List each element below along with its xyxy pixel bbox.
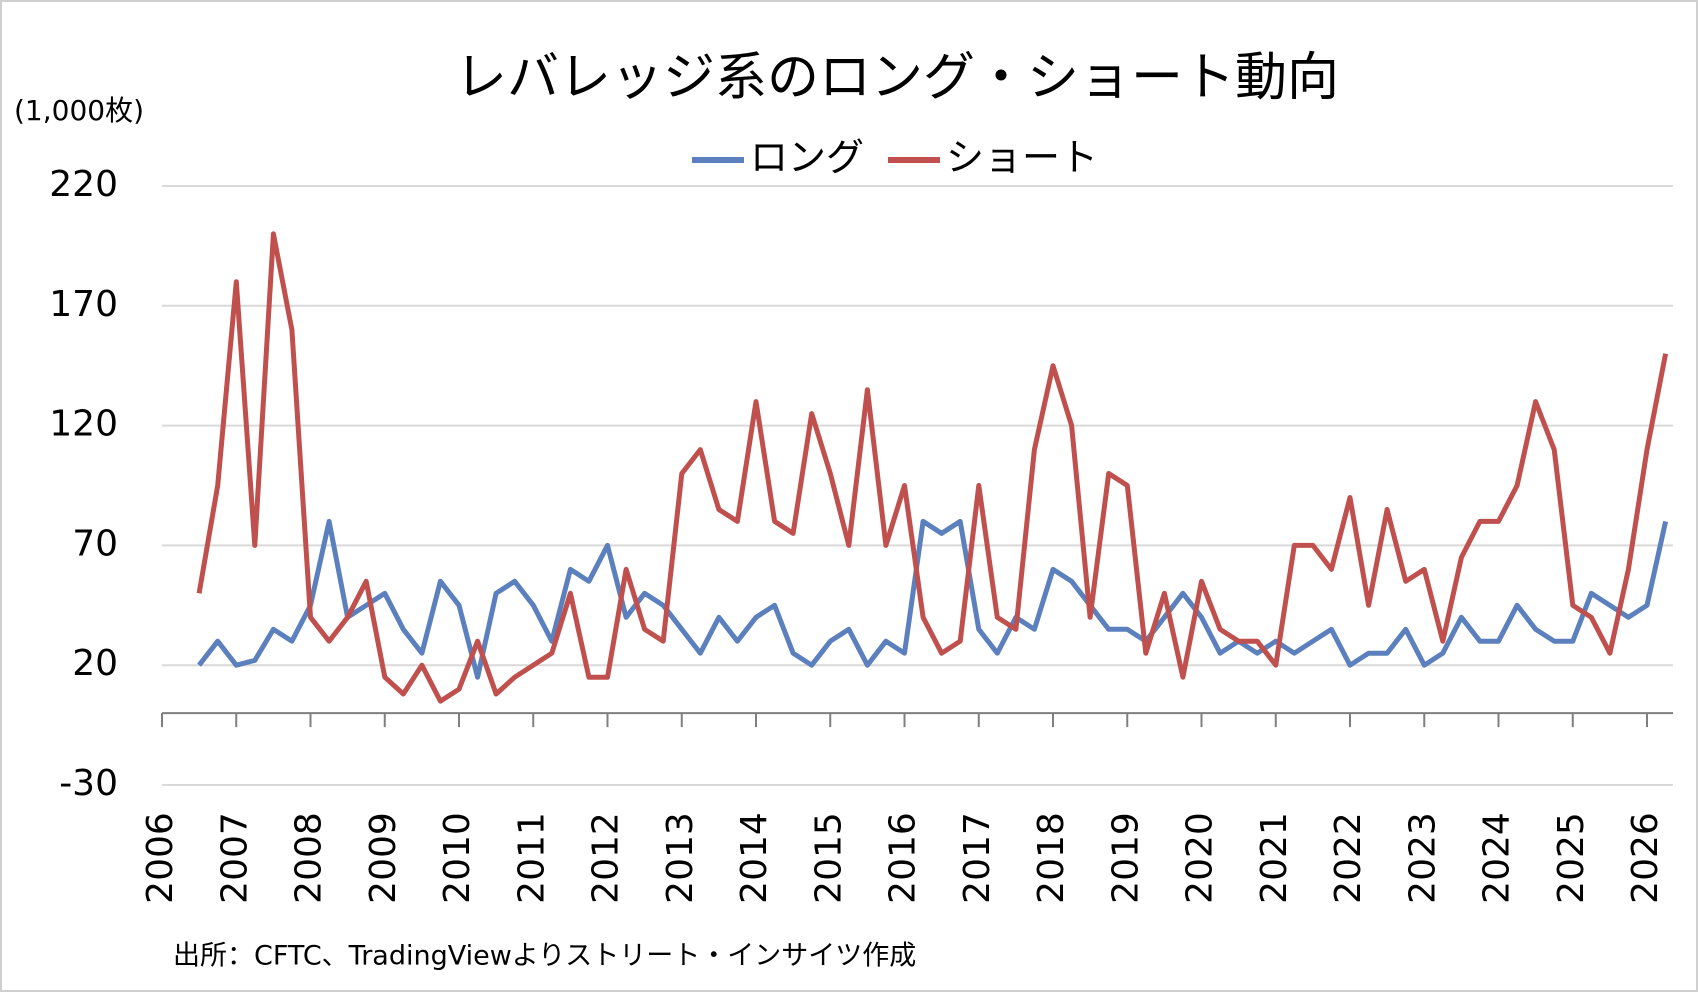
legend-label: ロング <box>750 136 864 180</box>
series-line <box>197 518 1669 680</box>
x-tick-label: 2019 <box>1105 812 1146 904</box>
x-tick-label: 2021 <box>1254 812 1295 904</box>
x-tick-label: 2013 <box>660 812 701 904</box>
x-tick-label: 2012 <box>586 812 627 904</box>
x-tick-label: 2022 <box>1328 812 1369 904</box>
x-tick-label: 2023 <box>1402 812 1443 904</box>
x-tick-label: 2024 <box>1477 812 1518 904</box>
x-tick-label: 2010 <box>437 812 478 904</box>
y-tick-label: 70 <box>72 523 118 564</box>
x-tick-label: 2020 <box>1180 812 1221 904</box>
x-tick-label: 2006 <box>140 812 181 904</box>
x-tick-label: 2017 <box>957 812 998 904</box>
y-tick-label: 220 <box>49 164 118 205</box>
x-tick-label: 2007 <box>214 812 255 904</box>
source-note: 出所：CFTC、TradingViewよりストリート・インサイツ作成 <box>173 941 916 972</box>
x-tick-label: 2016 <box>883 812 924 904</box>
x-tick-label: 2015 <box>808 812 849 904</box>
y-tick-label: 120 <box>49 404 118 445</box>
x-tick-label: 2009 <box>363 812 404 904</box>
y-tick-label: 20 <box>72 643 118 684</box>
y-tick-label: -30 <box>59 763 118 804</box>
x-tick-label: 2011 <box>511 812 552 904</box>
x-tick-label: 2014 <box>734 812 775 904</box>
series-line <box>196 231 1669 704</box>
x-tick-label: 2025 <box>1551 812 1592 904</box>
x-tick-label: 2018 <box>1031 812 1072 904</box>
chart-title: レバレッジ系のロング・ショート動向 <box>455 48 1339 108</box>
y-axis-label: (1,000枚) <box>14 94 144 127</box>
y-tick-label: 170 <box>49 284 118 325</box>
x-tick-label: 2008 <box>289 812 330 904</box>
legend-label: ショート <box>946 136 1098 180</box>
x-tick-label: 2026 <box>1625 812 1666 904</box>
